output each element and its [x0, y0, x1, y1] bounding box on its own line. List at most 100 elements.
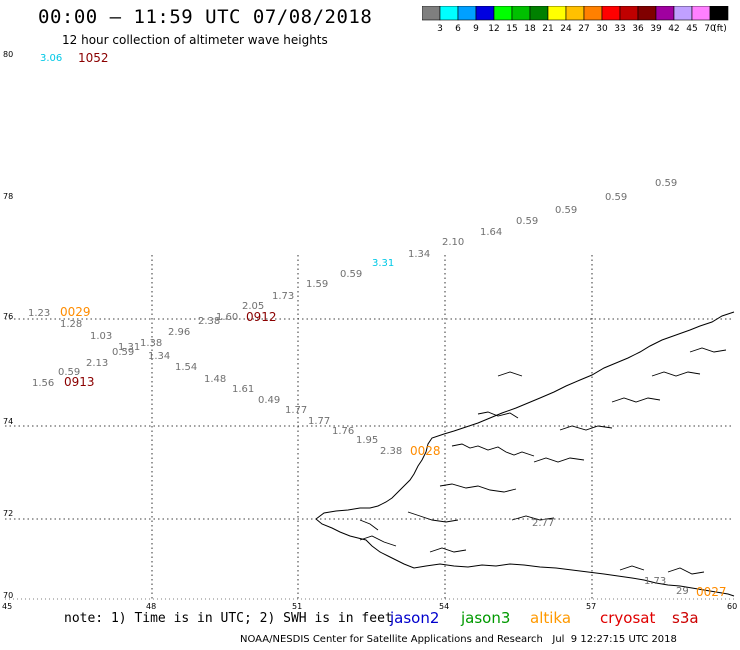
coastline-detail [477, 411, 519, 419]
wave-height-label: 1.23 [28, 308, 50, 319]
wave-height-label: 2.38 [380, 446, 402, 457]
pass-time-label: 0028 [410, 444, 441, 458]
wave-height-label: 2.38 [198, 316, 220, 327]
latitude-label: 76 [3, 312, 13, 321]
satellite-jason2-label: jason2 [390, 609, 440, 627]
wave-height-label: 1.54 [175, 362, 197, 373]
coastline-detail [407, 511, 459, 523]
wave-height-label: 2.96 [168, 327, 190, 338]
wave-height-label: 1.76 [332, 426, 354, 437]
color-legend-label: 18 [524, 24, 536, 34]
longitude-label: 57 [586, 602, 596, 611]
longitude-label: 48 [146, 602, 156, 611]
coastline-detail [559, 425, 613, 431]
coastline-detail [511, 515, 555, 521]
wave-height-label: 0.59 [516, 216, 538, 227]
pass-time-label: 0027 [696, 585, 727, 599]
color-legend-label: 15 [506, 24, 517, 34]
color-legend-label: 36 [632, 24, 644, 34]
latitude-label: 74 [3, 417, 13, 426]
color-legend-label: 33 [614, 24, 625, 34]
wave-height-label: 0.59 [58, 367, 80, 378]
satellite-s3a-label: s3a [672, 609, 699, 627]
coastline [315, 311, 735, 597]
wave-height-label: 0.59 [555, 205, 577, 216]
color-legend-label: 30 [596, 24, 608, 34]
color-legend-label: 45 [686, 24, 697, 34]
coastline-detail [497, 371, 523, 377]
coastline-detail [651, 371, 701, 377]
wave-height-label: 1.48 [204, 374, 226, 385]
wave-height-label: 1.34 [148, 351, 170, 362]
satellite-altika-label: altika [530, 609, 572, 627]
wave-height-label: 0.59 [112, 347, 134, 358]
color-legend-label: 21 [542, 24, 553, 34]
satellite-cryosat-label: cryosat [600, 609, 656, 627]
latitude-label: 72 [3, 509, 13, 518]
wave-height-label: 0.59 [340, 269, 362, 280]
color-legend-label: 12 [488, 24, 499, 34]
wave-height-label: 29 [676, 586, 689, 597]
longitude-label: 54 [439, 602, 449, 611]
footer-note: note: 1) Time is in UTC; 2) SWH is in fe… [64, 611, 393, 626]
wave-height-label: 1.73 [272, 291, 294, 302]
wave-height-label: 3.06 [40, 53, 62, 64]
map-subtitle: 12 hour collection of altimeter wave hei… [62, 33, 328, 47]
wave-height-label: 0.59 [605, 192, 627, 203]
coastline-detail [533, 457, 585, 463]
longitude-label: 60 [727, 602, 737, 611]
wave-height-label: 1.28 [60, 319, 82, 330]
pass-time-label: 0029 [60, 305, 91, 319]
color-legend-label: 9 [473, 24, 479, 34]
coastline-detail [359, 519, 379, 531]
wave-height-label: 1.61 [232, 384, 254, 395]
coastline-detail [619, 565, 645, 571]
coastline-detail [359, 535, 397, 547]
map-title: 00:00 – 11:59 UTC 07/08/2018 [38, 6, 373, 28]
pass-time-label: 0912 [246, 310, 277, 324]
pass-time-label: 1052 [78, 51, 109, 65]
pass-time-label: 0913 [64, 375, 95, 389]
color-legend: 3 6 9 12 15 18 21 24 27 30 33 36 39 42 45 70(ft) [422, 6, 729, 34]
color-legend-label: 3 [437, 24, 443, 34]
color-legend-label: 6 [455, 24, 461, 34]
coastline-detail [611, 397, 661, 403]
wave-height-label: 0.49 [258, 395, 280, 406]
color-legend-label: 27 [578, 24, 589, 34]
wave-height-label: 1.31 [118, 342, 140, 353]
wave-height-label: 1.59 [306, 279, 328, 290]
coastline-detail [451, 443, 535, 457]
wave-height-label: 1.77 [285, 405, 307, 416]
color-legend-label: 70 [704, 24, 716, 34]
wave-height-label: 0.59 [655, 178, 677, 189]
coastline-detail [689, 347, 727, 353]
wave-height-label: 1.56 [32, 378, 54, 389]
wave-height-label: 1.34 [408, 249, 430, 260]
satellite-jason3-label: jason3 [461, 609, 511, 627]
color-legend-label: (ft) [713, 24, 727, 34]
color-legend-label: 24 [560, 24, 572, 34]
wave-height-label: 1.03 [90, 331, 112, 342]
coastline-detail [439, 483, 517, 493]
wave-height-label: 2.13 [86, 358, 108, 369]
wave-height-label: 1.64 [480, 227, 502, 238]
latitude-label: 80 [3, 50, 13, 59]
wave-height-label: 3.31 [372, 258, 394, 269]
latitude-label: 78 [3, 192, 13, 201]
wave-height-label: 1.95 [356, 435, 378, 446]
latitude-label: 70 [3, 591, 13, 600]
wave-height-label: 1.38 [140, 338, 162, 349]
credit-line: NOAA/NESDIS Center for Satellite Applica… [240, 634, 677, 645]
wave-height-label: 2.10 [442, 237, 464, 248]
wave-height-label: 1.60 [216, 312, 238, 323]
color-legend-label: 42 [668, 24, 679, 34]
color-swatch [709, 6, 729, 21]
longitude-label: 51 [292, 602, 302, 611]
longitude-label: 45 [2, 602, 12, 611]
wave-height-label: 2.05 [242, 301, 264, 312]
coastline-detail [429, 547, 467, 553]
coastline-detail [667, 567, 705, 575]
wave-height-label: 1.73 [644, 576, 666, 587]
wave-height-label: 1.77 [308, 416, 330, 427]
